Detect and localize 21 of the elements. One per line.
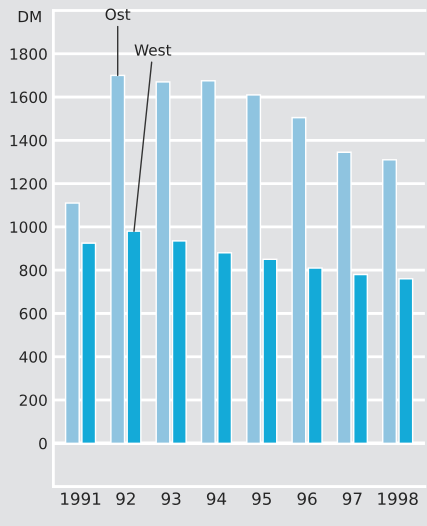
y-tick-label: 200 xyxy=(20,394,47,406)
y-tick-label: 1600 xyxy=(10,92,47,104)
y-tick-label: 0 xyxy=(39,438,47,450)
y-tick-label: 1400 xyxy=(10,134,47,146)
x-tick-label: 92 xyxy=(116,492,135,506)
x-tick-label: 94 xyxy=(206,492,226,506)
y-tick-label: 600 xyxy=(20,308,47,320)
text: West xyxy=(134,44,172,56)
y-tick-label: 400 xyxy=(19,351,47,363)
y-tick-label: 1000 xyxy=(10,221,47,233)
y-axis-title: DM xyxy=(18,10,41,22)
x-tick-label: 93 xyxy=(162,492,180,506)
x-tick-label: 97 xyxy=(342,492,362,506)
y-tick-label: 1200 xyxy=(10,178,47,190)
x-tick-label: 95 xyxy=(252,492,271,506)
x-tick-label: 1998 xyxy=(378,492,418,506)
y-tick-label: 800 xyxy=(20,264,47,276)
y-tick-label: 1800 xyxy=(10,48,47,60)
x-tick-label: 1991 xyxy=(61,492,100,506)
text: Ost xyxy=(106,8,130,20)
x-tick-label: 96 xyxy=(298,492,317,506)
